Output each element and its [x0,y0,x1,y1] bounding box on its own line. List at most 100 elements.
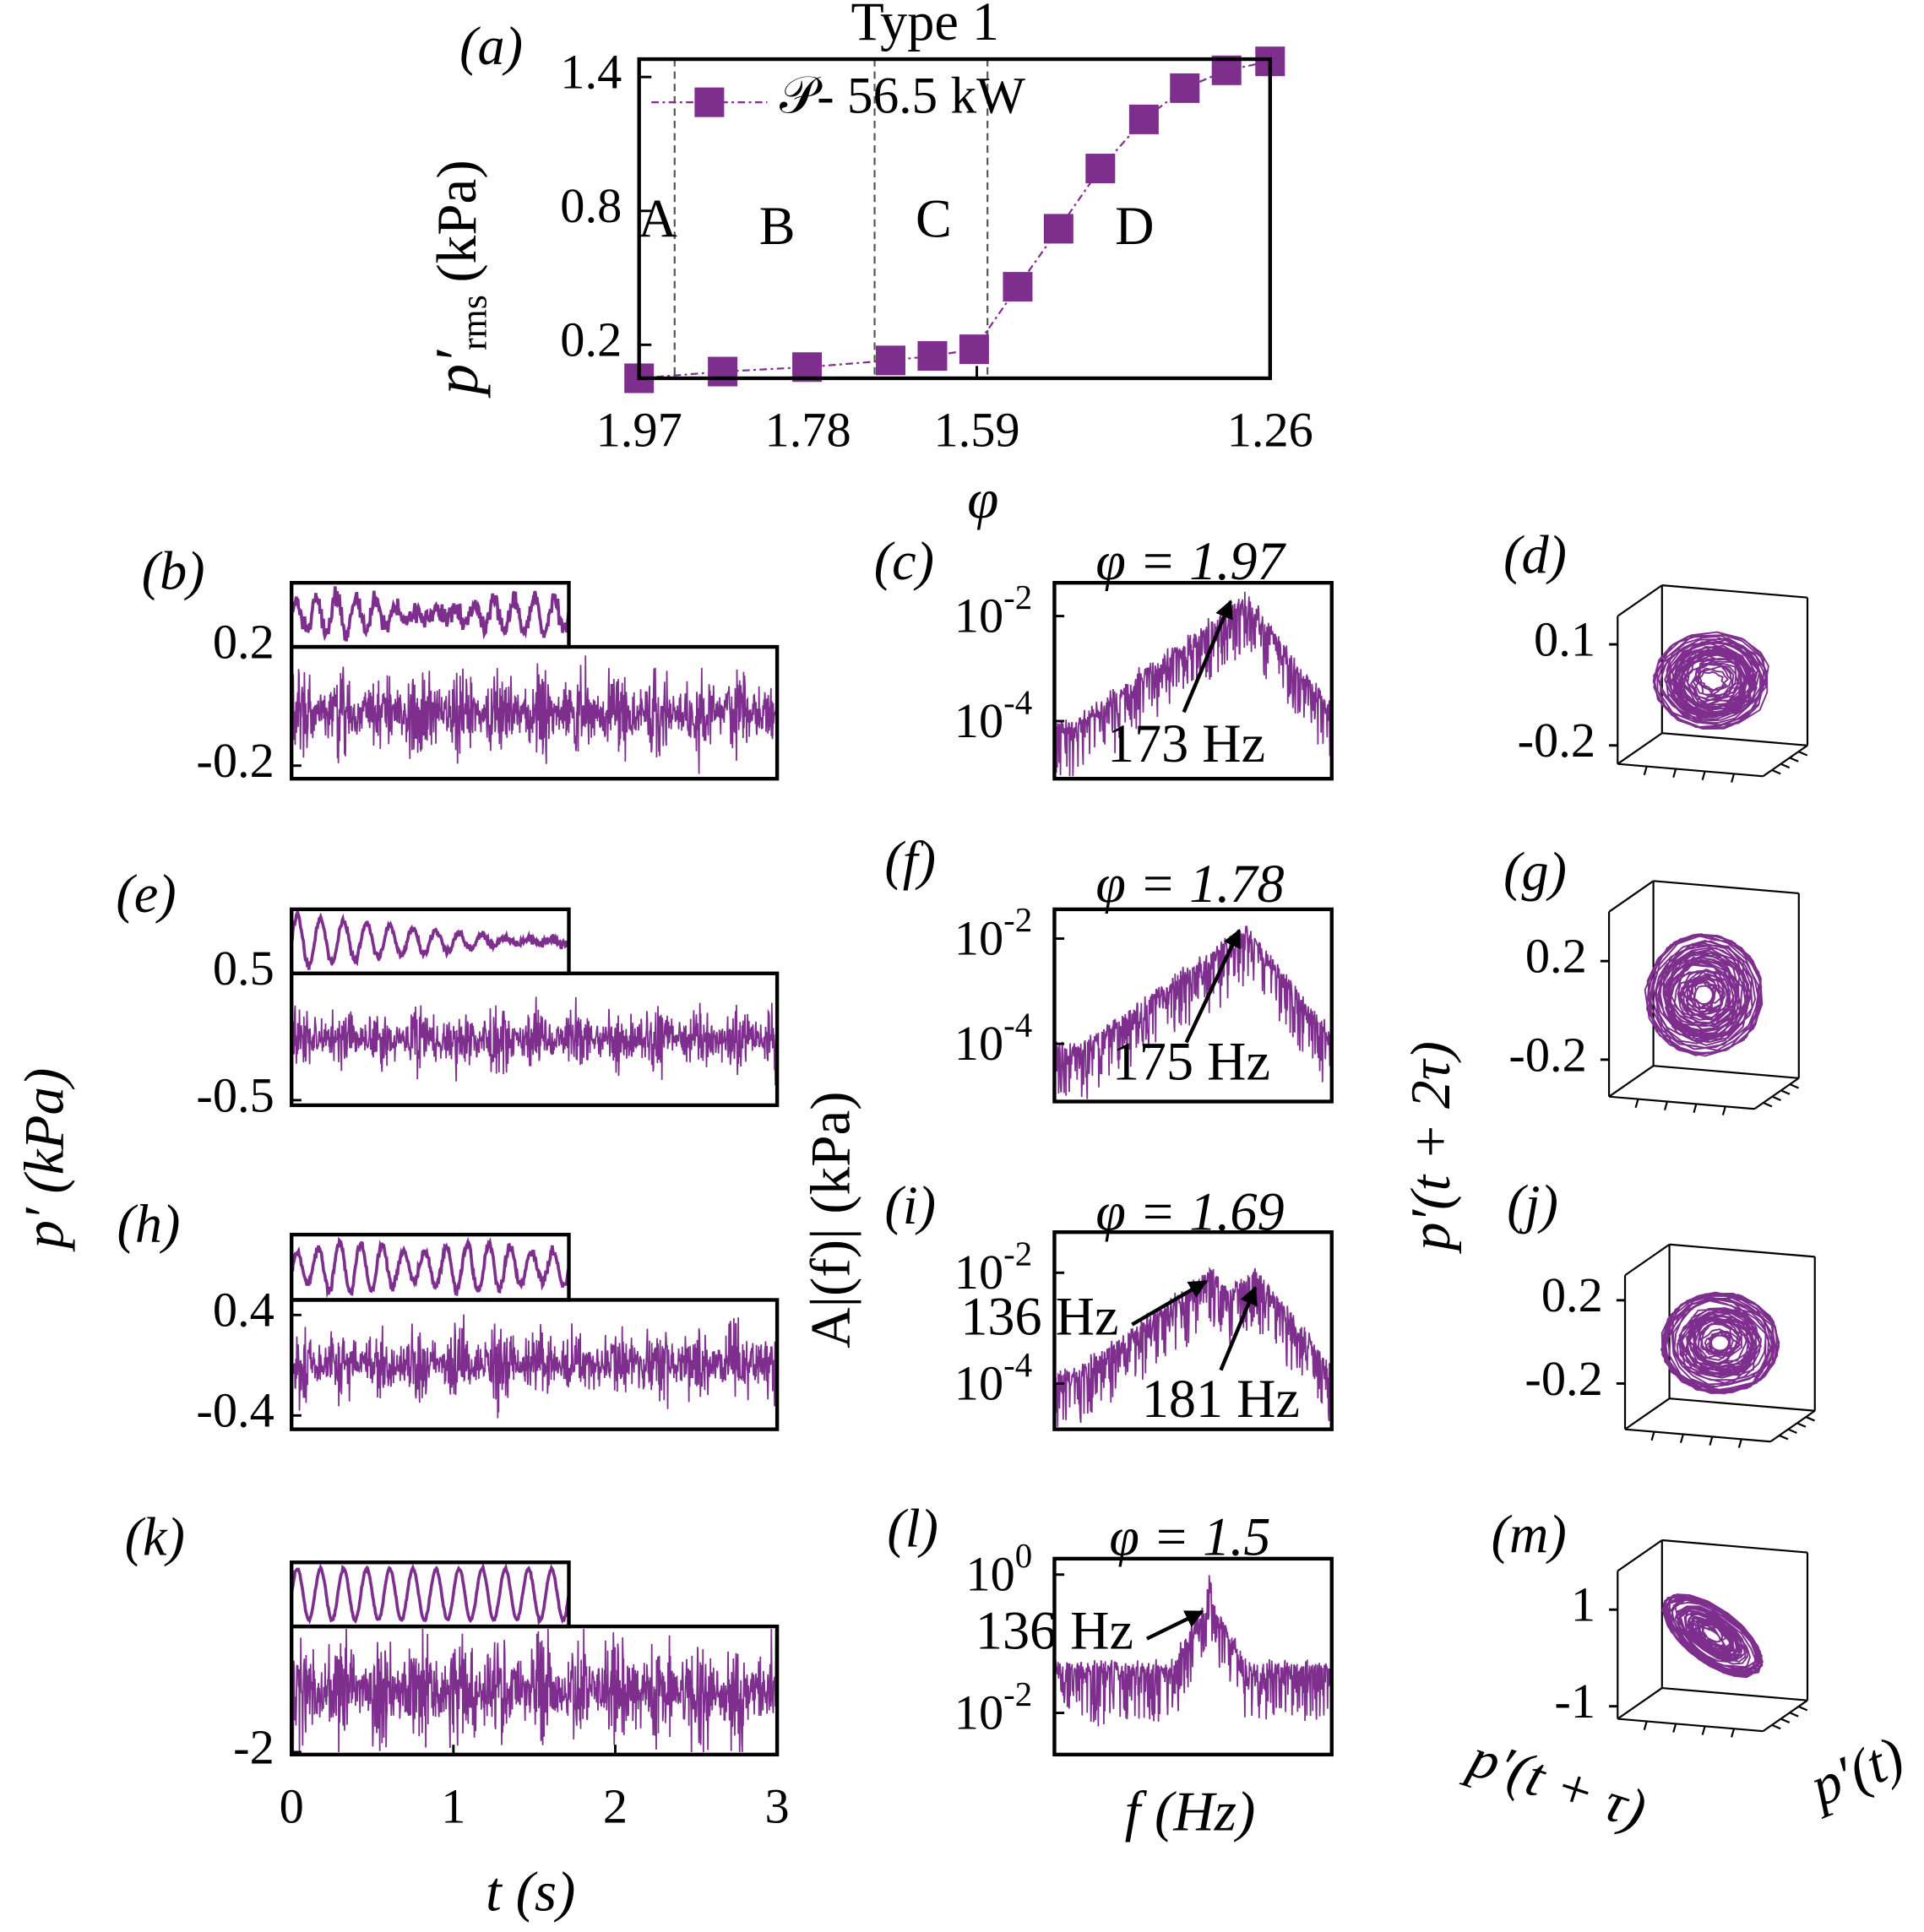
spectrum-trace [1053,1266,1333,1427]
box-edge [1608,1065,1655,1098]
inset-trace [290,908,571,970]
spectrum-title: φ = 1.78 [1095,854,1284,914]
y-tick-label: -0.2 [1525,1351,1602,1406]
annotation-arrow [1145,1609,1204,1641]
box-edge [1624,1428,1771,1443]
spectrum-trace [1053,925,1333,1099]
annotation: 173 Hz [1107,714,1265,773]
box-tick [1643,766,1648,776]
box-tick [1709,1436,1714,1446]
signal-trace [291,1314,778,1419]
spectrum-trace [1053,591,1333,777]
marker [1128,104,1159,134]
plot-frame [1052,581,1334,781]
y-tick-label: 0.1 [1534,611,1595,666]
y-tick-exponent: -2 [1003,901,1032,939]
y-tick-exponent: -4 [1003,1346,1032,1384]
marker [1043,214,1073,244]
x-axis-label: p′(t + τ) [1459,1724,1654,1842]
box-edge [1769,1409,1816,1443]
panel-label: (l) [887,1498,938,1558]
box-tick [1779,1434,1789,1441]
box-edge [1617,1687,1663,1720]
y-tick-label: 0.2 [1541,1267,1603,1322]
y-tick-label: -0.2 [1508,1027,1586,1082]
panel-label: (e) [116,864,176,924]
marker [959,334,989,365]
box-edge [1608,880,1655,913]
y-tick-label: -1 [1554,1674,1595,1728]
region-label: A [638,188,677,248]
box-tick [1634,1099,1639,1109]
y-tick-label: 0.8 [560,178,622,233]
inset-trace [290,1562,571,1626]
y-tick-label: 1 [1571,1577,1595,1632]
plot-frame [290,1298,780,1431]
annotation-arrow [1131,1279,1208,1327]
panel-label: (f) [884,831,936,891]
y-tick-label: 10-2 [954,1235,1032,1300]
phase-trajectory [1652,631,1769,730]
y-tick-label: 0.2 [560,312,622,367]
plot-frame [1052,907,1334,1104]
box-tick [1771,1723,1781,1730]
marker [917,341,948,372]
marker [1170,73,1200,103]
box-tick [1763,1101,1773,1108]
plot-frame [637,57,1272,381]
plot-frame [290,971,780,1108]
panel-label: (k) [125,1507,185,1567]
y-tick-label: 10-4 [954,1007,1032,1071]
annotation-arrow [1219,1285,1258,1371]
x-tick-label: 1.59 [933,402,1019,457]
y-tick-exponent: -2 [1003,578,1032,616]
annotation: 175 Hz [1112,1031,1270,1091]
x-tick-label: 0 [280,1778,304,1833]
box-edge [1617,732,1663,765]
y-tick-base: 10 [954,693,1003,748]
inset-trace [291,1236,571,1299]
y-tick-label: 10-4 [954,1346,1032,1410]
box-tick [1679,1434,1684,1444]
portrait-ylabel: p′(t + 2τ) [1399,1041,1462,1254]
panel-label: (m) [1492,1505,1567,1565]
box-tick [1789,1712,1799,1718]
phase-trajectory [1661,1593,1764,1679]
y-tick-label: 0.4 [213,1283,274,1338]
annotation-arrow [1184,928,1242,1044]
region-label: D [1115,196,1154,256]
box-tick [1731,773,1736,783]
signal-trace [291,1629,778,1753]
legend-label: 𝒫- 56.5 kW [780,68,1025,125]
x-tick-label: 3 [765,1778,790,1833]
x-tick-label: 2 [603,1778,628,1833]
annotation: 181 Hz [1142,1369,1300,1429]
box-edge [1617,1539,1663,1572]
box-tick [1780,1718,1791,1723]
box-tick [1721,1106,1726,1115]
x-tick-label: 1.78 [765,402,851,457]
y-tick-label: -0.5 [196,1067,274,1122]
box-tick [1663,1101,1668,1111]
annotation: 136 Hz [976,1601,1133,1661]
y-tick-base: 10 [954,1685,1003,1740]
timeseries-ylabel: p′ (kPa) [13,1068,76,1252]
y-tick-base: 10 [954,589,1003,643]
plot-frame [290,1624,780,1757]
x-axis-label: φ [967,468,998,531]
z-axis-label: p′(t) [1798,1724,1912,1820]
box-edge [1753,1077,1800,1110]
box-tick [1805,1416,1815,1422]
chart-title: Type 1 [851,0,999,52]
y-tick-label: 0.2 [213,614,274,669]
y-tick-label: 10-2 [954,901,1032,965]
phase-trajectory [1660,1291,1780,1395]
x-tick-label: 1 [441,1778,465,1833]
box-edge [1608,1095,1755,1110]
y-tick-exponent: 0 [1015,1538,1032,1576]
plot-frame [1052,1556,1334,1757]
panel-label: (h) [117,1194,181,1254]
box-tick [1701,771,1706,780]
panel-label: (c) [874,531,934,591]
